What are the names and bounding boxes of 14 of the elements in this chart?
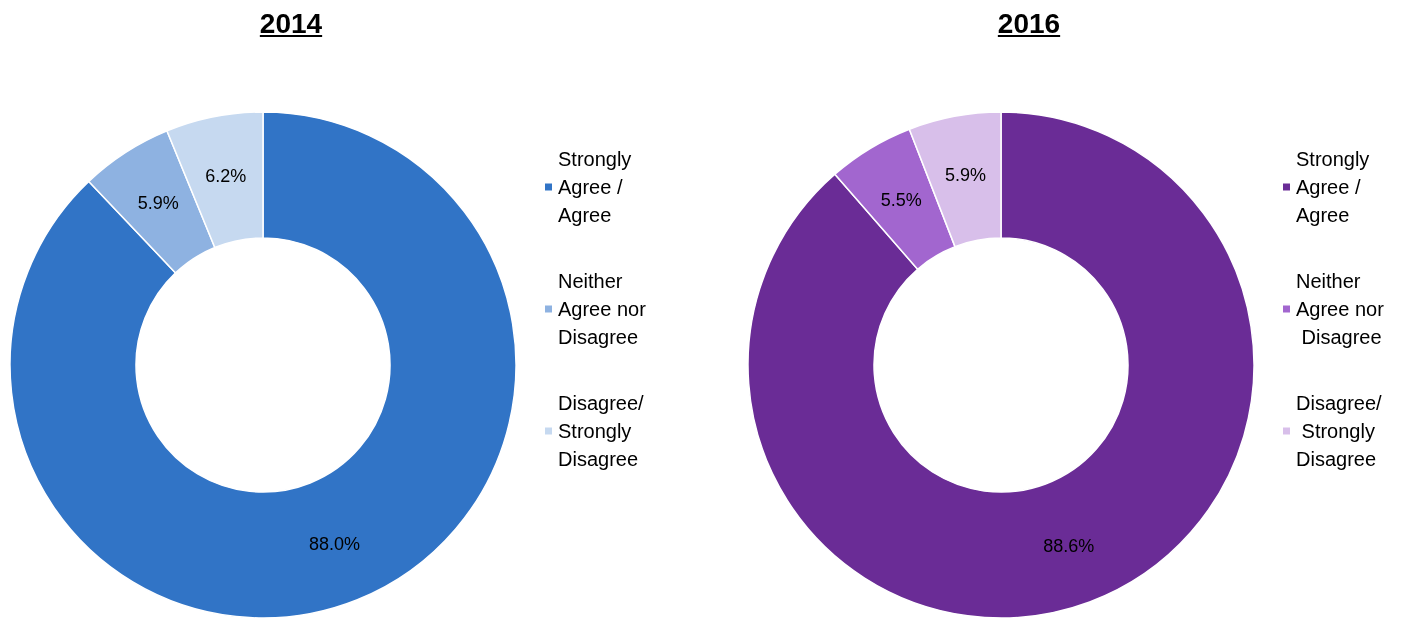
data-label: 88.0%: [309, 534, 361, 555]
data-label: 5.5%: [880, 189, 922, 210]
legend-label: Neither Agree nor Disagree: [1296, 270, 1385, 348]
data-label: 6.2%: [205, 165, 247, 186]
chart-title: 2016: [996, 8, 1062, 40]
legend-label: Strongly Agree / Agree: [558, 148, 637, 226]
data-label: 5.9%: [944, 165, 986, 186]
legend-label: Disagree/ Strongly Disagree: [558, 392, 650, 470]
data-label: 5.9%: [137, 192, 179, 213]
legend-label: Neither Agree nor Disagree: [558, 270, 652, 348]
chart-title: 2014: [258, 8, 324, 40]
data-label: 88.6%: [1043, 535, 1095, 556]
legend-label: Strongly Agree / Agree: [1296, 148, 1375, 226]
legend-label: Disagree/ Strongly Disagree: [1296, 392, 1383, 470]
